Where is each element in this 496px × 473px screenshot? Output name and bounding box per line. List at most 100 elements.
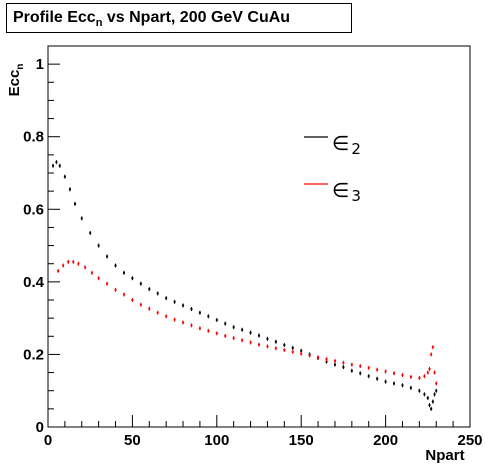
- data-point-marker: [156, 292, 159, 295]
- data-point-marker: [426, 371, 429, 374]
- data-point-marker: [258, 343, 260, 346]
- y-axis-label: Eccn: [6, 64, 26, 97]
- y-tick-label: 0.8: [23, 129, 44, 146]
- data-point-marker: [148, 288, 151, 291]
- data-point-marker: [430, 353, 433, 356]
- data-point-marker: [52, 164, 55, 167]
- data-point-marker: [431, 400, 434, 403]
- y-axis-label-sub: n: [15, 64, 26, 70]
- data-point-marker: [300, 352, 303, 355]
- y-tick-label: 0.4: [23, 274, 45, 291]
- data-point-marker: [249, 341, 252, 344]
- data-point-marker: [72, 260, 75, 263]
- data-point-marker: [258, 334, 260, 337]
- data-point-marker: [401, 374, 404, 377]
- legend: ∈ 2 ∈ 3: [304, 131, 361, 205]
- data-point-marker: [97, 277, 100, 280]
- data-point-marker: [173, 318, 176, 321]
- y-tick-label: 0: [36, 419, 44, 436]
- data-point-marker: [241, 339, 244, 342]
- data-point-marker: [317, 356, 320, 359]
- x-tick-label: 200: [373, 432, 398, 449]
- data-point-marker: [97, 244, 100, 247]
- data-point-marker: [131, 299, 134, 301]
- chart-title: Profile Eccn vs Npart, 200 GeV CuAu: [6, 3, 352, 33]
- data-point-marker: [190, 324, 193, 327]
- data-point-marker: [224, 334, 227, 337]
- data-point-marker: [106, 255, 109, 258]
- data-point-marker: [409, 386, 412, 389]
- data-point-marker: [266, 345, 269, 348]
- y-tick-label: 0.6: [23, 201, 44, 218]
- data-point-marker: [367, 366, 370, 369]
- data-point-marker: [207, 329, 210, 332]
- data-point-marker: [300, 349, 303, 352]
- y-tick-label: 1: [36, 56, 44, 73]
- data-point-marker: [384, 370, 387, 373]
- data-point-marker: [359, 372, 362, 375]
- x-tick-label: 0: [44, 432, 52, 449]
- data-point-marker: [62, 264, 65, 267]
- data-point-marker: [433, 393, 436, 396]
- data-point-marker: [57, 269, 60, 272]
- data-point-marker: [80, 217, 83, 220]
- axis-ticks: [47, 63, 471, 428]
- x-axis-label: Npart: [425, 447, 464, 464]
- data-point-marker: [114, 288, 117, 291]
- data-point-marker: [77, 262, 80, 265]
- x-tick-label: 100: [204, 432, 229, 449]
- data-point-marker: [165, 297, 168, 300]
- data-point-marker: [291, 346, 294, 349]
- data-point-marker: [68, 188, 71, 191]
- x-tick-label: 50: [124, 432, 141, 449]
- data-point-marker: [58, 164, 61, 167]
- data-point-marker: [325, 360, 328, 363]
- data-point-marker: [333, 363, 336, 366]
- data-point-marker: [418, 377, 421, 380]
- data-point-marker: [198, 327, 201, 330]
- data-point-marker: [74, 202, 77, 205]
- y-axis-label-main: Ecc: [6, 70, 23, 97]
- data-point-marker: [232, 337, 235, 340]
- data-point-marker: [148, 307, 151, 310]
- data-point-marker: [274, 340, 277, 343]
- data-point-marker: [393, 382, 396, 385]
- data-point-marker: [165, 315, 168, 318]
- plot-frame: [47, 45, 471, 428]
- data-point-marker: [333, 359, 336, 362]
- data-point-marker: [156, 311, 159, 314]
- data-point-marker: [325, 358, 328, 361]
- data-point-marker: [418, 389, 421, 392]
- data-point-marker: [283, 343, 286, 346]
- data-point-marker: [55, 161, 58, 164]
- title-subscript: n: [95, 17, 103, 30]
- series-e2: [52, 160, 438, 411]
- svg-text:Eccn: Eccn: [6, 64, 26, 97]
- data-point-marker: [215, 318, 218, 321]
- data-point-marker: [182, 321, 185, 324]
- data-point-marker: [84, 266, 87, 269]
- data-point-marker: [106, 282, 109, 285]
- data-point-marker: [433, 371, 436, 374]
- title-prefix: Profile Ecc: [13, 9, 96, 26]
- data-point-marker: [224, 322, 227, 325]
- axis-tick-labels: 0 50 100 150 200 250 0 0.2 0.4 0.6 0.8 1: [23, 56, 482, 449]
- data-point-marker: [90, 271, 93, 274]
- data-point-marker: [283, 349, 286, 352]
- data-point-marker: [342, 361, 345, 364]
- data-point-marker: [423, 393, 426, 396]
- data-point-marker: [350, 363, 353, 366]
- data-point-marker: [426, 396, 429, 399]
- data-point-marker: [435, 382, 438, 385]
- data-point-marker: [376, 368, 379, 371]
- data-point-marker: [423, 375, 426, 378]
- data-point-marker: [241, 328, 244, 331]
- x-tick-label: 250: [457, 432, 482, 449]
- data-point-marker: [63, 175, 66, 178]
- data-point-marker: [409, 375, 412, 378]
- x-tick-label: 150: [289, 432, 314, 449]
- data-point-marker: [114, 264, 117, 267]
- legend-label-e3: ∈ 3: [332, 178, 361, 205]
- data-point-marker: [367, 375, 370, 378]
